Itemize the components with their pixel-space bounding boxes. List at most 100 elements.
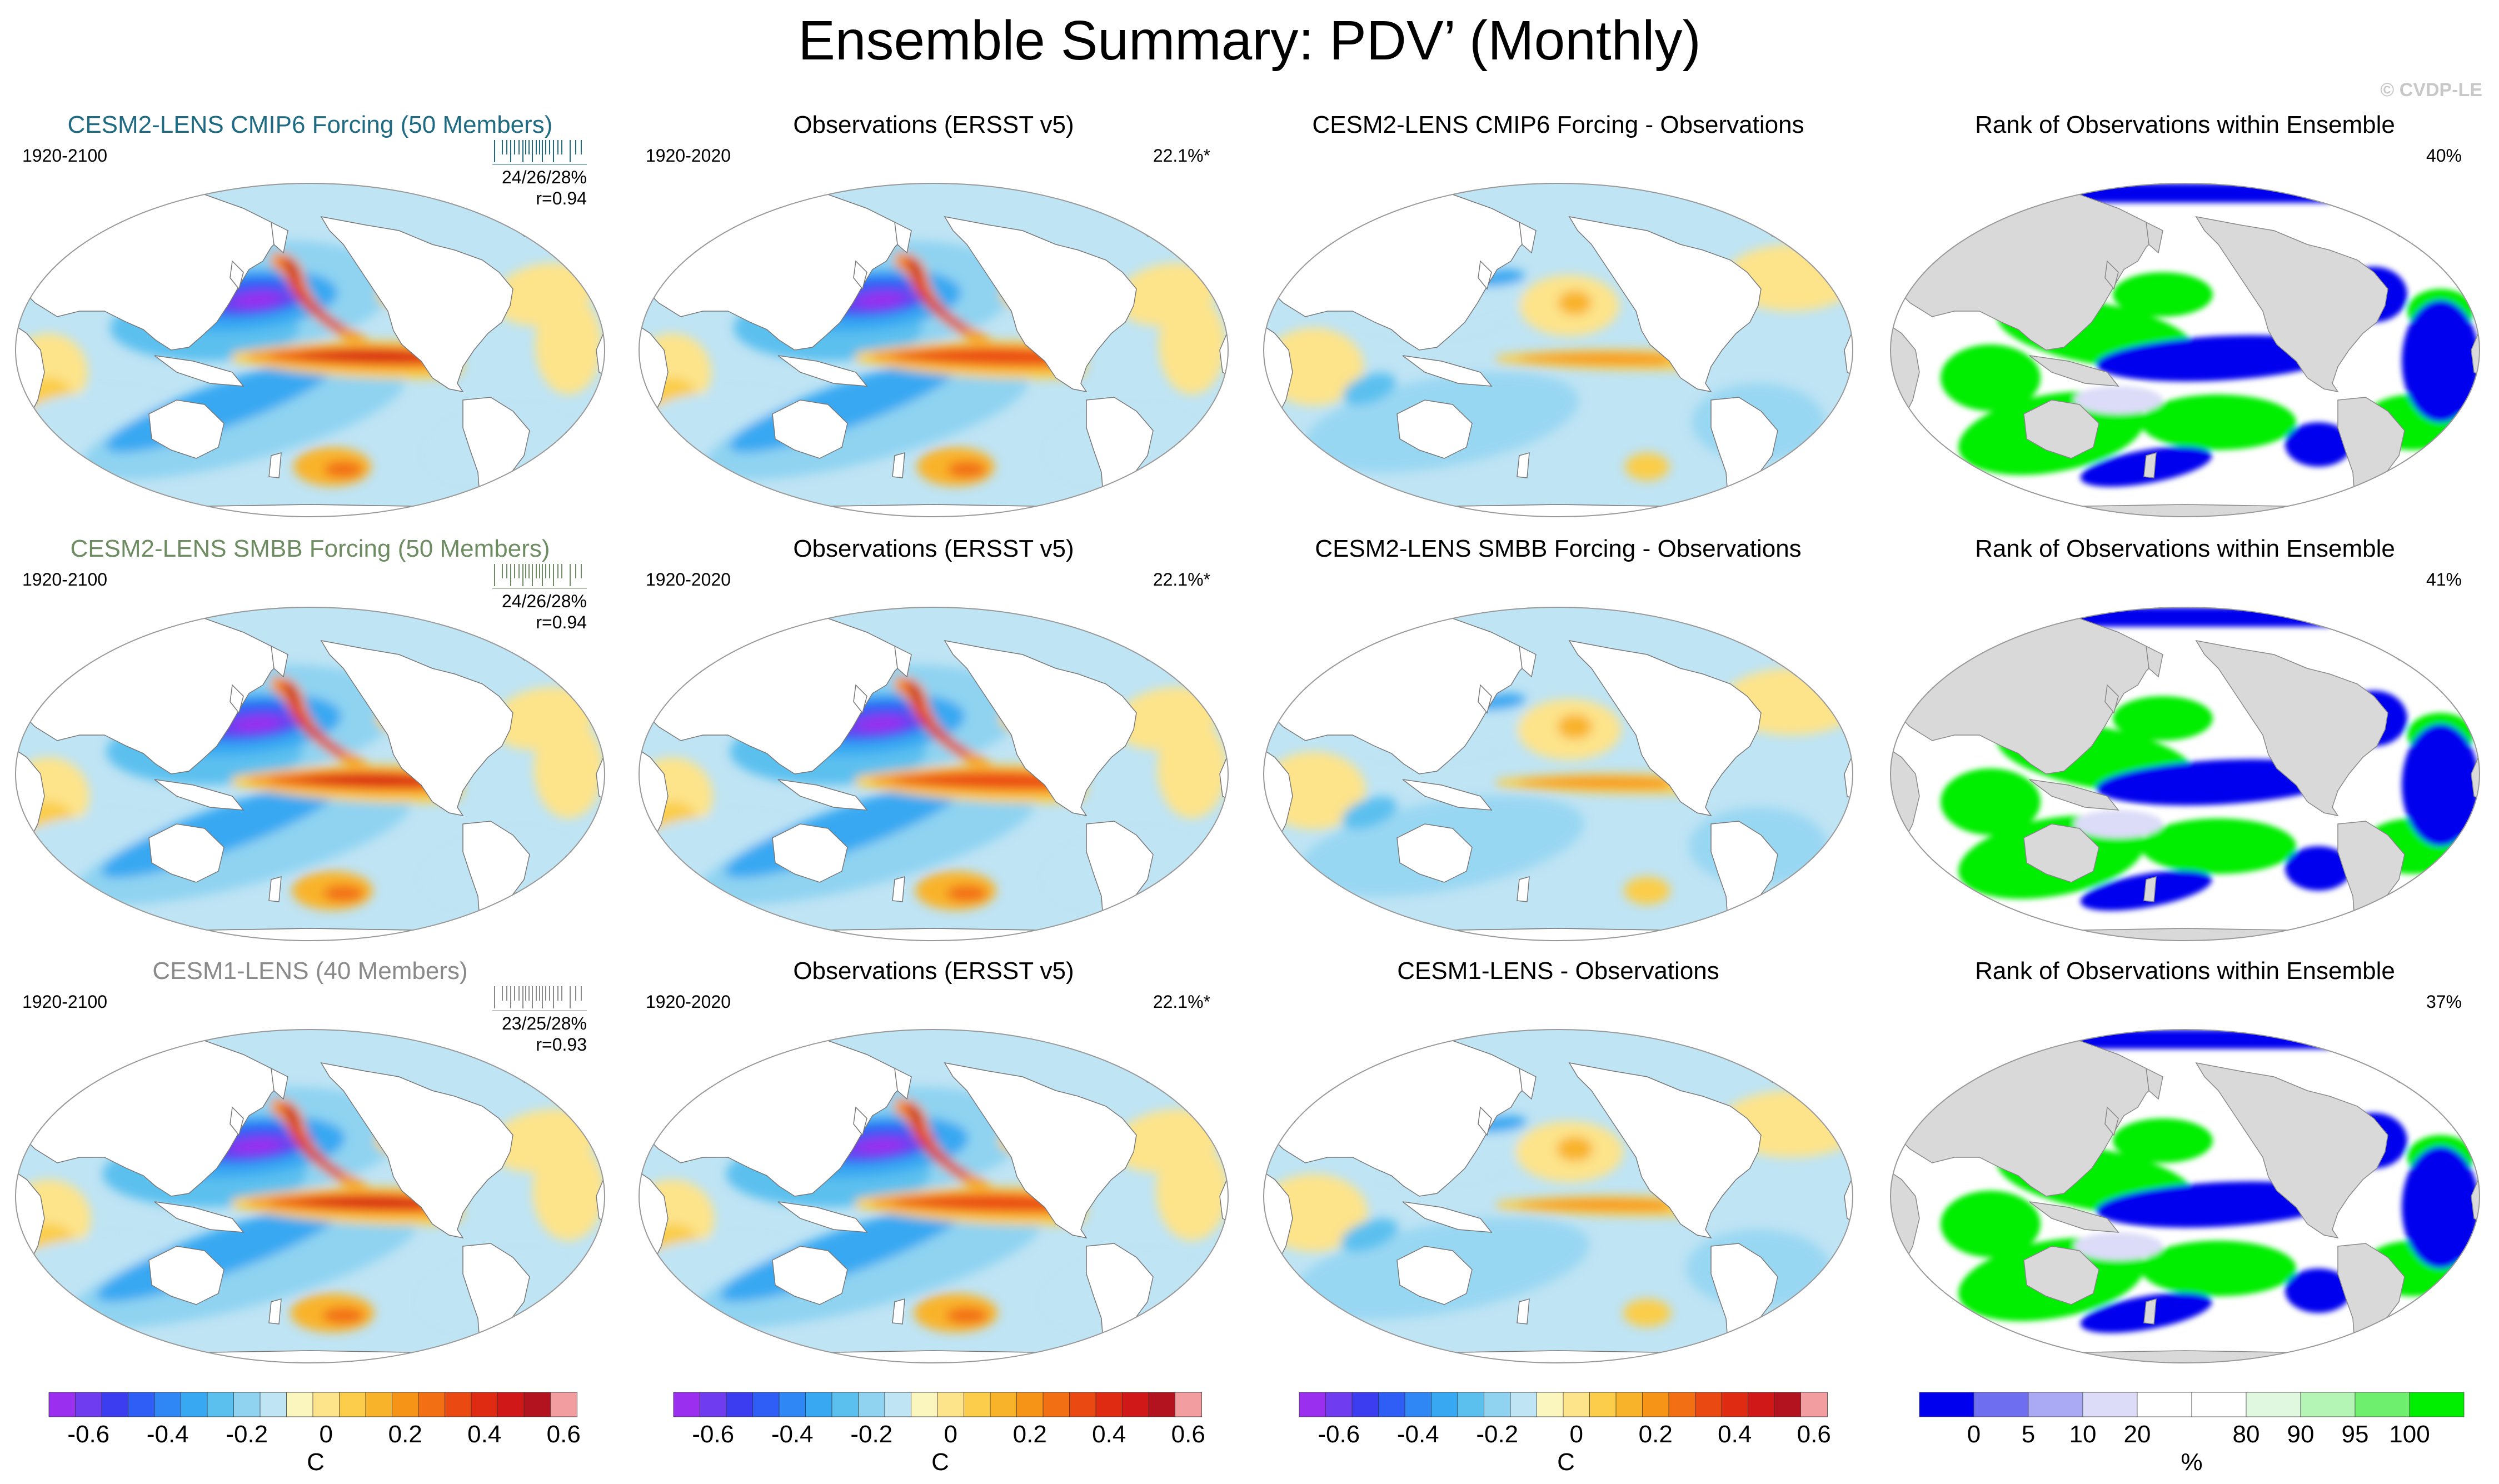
period-label: 1920-2020	[646, 569, 731, 589]
colorbar-tick-label: 0.6	[1797, 1421, 1831, 1448]
colorbar-model: -0.6 -0.4 -0.2 0 0.2 0.4 0.6 C	[48, 1392, 581, 1476]
land-japan	[1478, 1106, 1492, 1136]
land-africaR	[2471, 330, 2480, 379]
colorbar-tick-label: -0.2	[226, 1421, 268, 1448]
colorbar-swatch	[181, 1392, 208, 1417]
obs-map	[639, 183, 1229, 517]
rank-panel: Rank of Observations within Ensemble 41%	[1885, 535, 2485, 957]
land-africaR	[1844, 330, 1853, 379]
land-indo	[154, 779, 245, 811]
colorbar-unit: C	[931, 1448, 949, 1476]
rank-map	[1890, 1029, 2480, 1363]
land-indo	[154, 1201, 245, 1233]
colorbar-swatch	[392, 1392, 419, 1417]
land-namer	[320, 639, 513, 817]
colorbar-tick-label: -0.2	[850, 1421, 892, 1448]
land-namer	[320, 1062, 513, 1239]
land-aus	[1396, 1246, 1473, 1305]
land-aus	[1396, 823, 1473, 883]
period-label: 1920-2100	[22, 146, 108, 166]
colorbar-tick-label: 0	[1967, 1421, 1981, 1448]
land-nz	[2143, 1298, 2157, 1325]
land-aus	[148, 823, 225, 883]
model-map	[15, 1029, 605, 1363]
colorbar-tick-label: 0.4	[1092, 1421, 1126, 1448]
land-aus	[148, 1246, 225, 1305]
colorbar-swatch	[1589, 1392, 1617, 1417]
colorbar-tick-label: -0.4	[1397, 1421, 1439, 1448]
colorbar-swatch	[964, 1392, 991, 1417]
panel-title: Rank of Observations within Ensemble	[1975, 535, 2395, 562]
colorbar-tick-label: 90	[2287, 1421, 2315, 1448]
land-namer	[2195, 216, 2388, 393]
colorbar-tick-label: 0.2	[1013, 1421, 1047, 1448]
colorbar-observations: -0.6 -0.4 -0.2 0 0.2 0.4 0.6 C	[673, 1392, 1205, 1476]
colorbar-swatch	[990, 1392, 1017, 1417]
colorbar-swatch	[497, 1392, 525, 1417]
land-namer	[1568, 639, 1762, 817]
panel-title: CESM2-LENS SMBB Forcing (50 Members)	[70, 535, 550, 562]
land-namer	[1568, 1062, 1762, 1239]
land-japan	[2104, 260, 2119, 290]
land-kamchatka	[2146, 221, 2163, 254]
model-panel: CESM1-LENS (40 Members) 1920-2100 23/25/28…	[10, 957, 610, 1380]
land-japan	[230, 1106, 244, 1136]
colorbar-swatch	[2409, 1392, 2465, 1417]
land-kamchatka	[2146, 1067, 2163, 1100]
period-label: 1920-2100	[22, 569, 108, 589]
land-nz	[1517, 452, 1530, 478]
land-nz	[892, 452, 905, 478]
colorbar-swatch	[2300, 1392, 2356, 1417]
colorbar-tick-label: 0.2	[1639, 1421, 1673, 1448]
colorbar-tick-label: 0.6	[547, 1421, 581, 1448]
land-japan	[853, 1106, 867, 1136]
colorbar-swatch	[700, 1392, 727, 1417]
land-kamchatka	[894, 1067, 912, 1100]
percent-label: 22.1%*	[1153, 569, 1210, 589]
colorbar-tick-label: 20	[2124, 1421, 2151, 1448]
land-indo	[777, 355, 868, 387]
stats-block: 24/26/28% r=0.94	[502, 167, 587, 209]
stats-percent: 23/25/28%	[501, 1013, 587, 1033]
land-nz	[1517, 1298, 1530, 1325]
colorbar-swatch	[339, 1392, 366, 1417]
colorbar-swatch	[1095, 1392, 1123, 1417]
diff-panel: CESM2-LENS CMIP6 Forcing - Observations	[1258, 111, 1858, 533]
colorbar-swatch	[1642, 1392, 1669, 1417]
land-africaR	[2471, 754, 2480, 803]
land-nz	[1517, 876, 1530, 902]
land-nz	[268, 876, 282, 902]
model-panel: CESM2-LENS CMIP6 Forcing (50 Members) 192…	[10, 111, 610, 533]
stats-block: 24/26/28% r=0.94	[502, 591, 587, 633]
obs-panel: Observations (ERSST v5) 1920-2020 22.1%*	[634, 111, 1234, 533]
colorbar-tick-label: 80	[2233, 1421, 2260, 1448]
land-indo	[2029, 779, 2119, 811]
colorbar-swatch	[1748, 1392, 1775, 1417]
colorbar-swatch	[1069, 1392, 1096, 1417]
colorbar-swatch	[1148, 1392, 1176, 1417]
obs-map	[639, 1029, 1229, 1363]
stats-percent: 24/26/28%	[501, 167, 587, 187]
colorbar-tick-label: 0.4	[1718, 1421, 1752, 1448]
colorbar-swatch	[2246, 1392, 2301, 1417]
colorbar-swatch	[805, 1392, 832, 1417]
land-africaR	[596, 330, 605, 379]
land-japan	[853, 260, 867, 290]
colorbar-swatch	[2082, 1392, 2138, 1417]
panel-title: CESM2-LENS CMIP6 Forcing - Observations	[1312, 111, 1804, 138]
land-namer	[2195, 1062, 2388, 1239]
land-namer	[944, 639, 1137, 817]
colorbar-tick-label: 95	[2342, 1421, 2369, 1448]
colorbar-tick-label: 0	[944, 1421, 957, 1448]
land-japan	[1478, 684, 1492, 714]
panel-title: Observations (ERSST v5)	[793, 957, 1074, 985]
model-map	[15, 607, 605, 941]
land-indo	[154, 355, 245, 387]
panel-title: Observations (ERSST v5)	[793, 111, 1074, 138]
land-kamchatka	[271, 1067, 288, 1100]
colorbar-tick-label: -0.6	[692, 1421, 734, 1448]
land-japan	[2104, 1106, 2119, 1136]
model-map	[15, 183, 605, 517]
colorbar-swatch	[673, 1392, 701, 1417]
colorbar-swatch	[1325, 1392, 1353, 1417]
